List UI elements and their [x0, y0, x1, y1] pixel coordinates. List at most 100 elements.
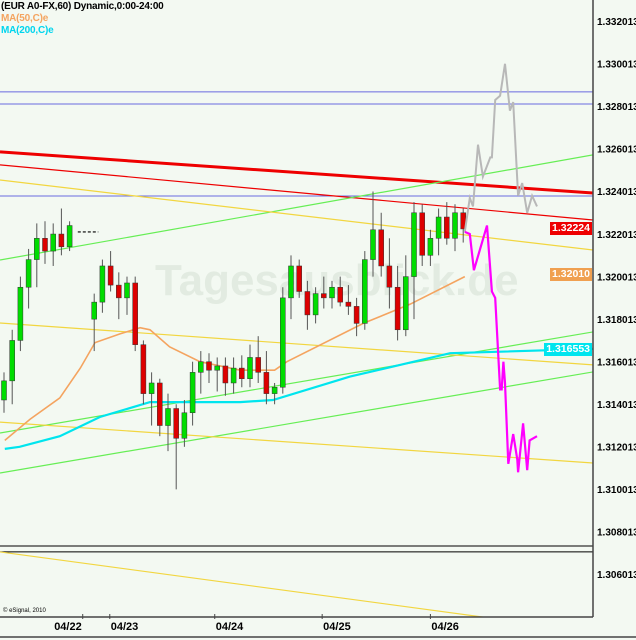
candle: [239, 355, 245, 388]
candle: [116, 272, 122, 320]
candle: [370, 191, 376, 277]
candle: [362, 251, 368, 330]
chart-title: (EUR A0-FX,60) Dynamic,0:00-24:00: [1, 1, 164, 12]
candle: [148, 372, 155, 426]
trendline: [0, 154, 593, 261]
y-tick-label: 1.318013: [597, 315, 636, 326]
candle: [321, 276, 327, 309]
candle-body: [140, 344, 147, 394]
candle: [263, 351, 270, 405]
candle-body: [329, 286, 335, 299]
trendline: [0, 179, 593, 251]
legend-ma200: MA(200,C)e: [1, 25, 54, 36]
candle: [1, 372, 7, 413]
y-tick-label: 1.306013: [597, 570, 636, 581]
candle: [99, 259, 106, 313]
candle-body: [452, 212, 458, 239]
candle-body: [214, 365, 220, 371]
candle-body: [9, 340, 15, 382]
candle-body: [321, 293, 327, 299]
candle: [222, 357, 229, 396]
candle-body: [296, 265, 302, 292]
candle-body: [34, 238, 40, 260]
candle-body: [42, 238, 48, 252]
candle: [255, 336, 261, 383]
candle: [411, 202, 417, 320]
candle: [353, 297, 360, 337]
y-tick-label: 1.320013: [597, 272, 636, 283]
candle-body: [198, 361, 204, 373]
candle: [140, 340, 147, 405]
candle-body: [1, 380, 7, 401]
candle-body: [58, 233, 65, 248]
candle-body: [353, 306, 360, 324]
candle-body: [157, 382, 163, 426]
candle: [66, 221, 73, 252]
candle-body: [247, 357, 253, 379]
candle-body: [386, 265, 393, 288]
candle-body: [362, 259, 368, 324]
x-tick-label: 04/26: [431, 621, 459, 633]
y-tick-label: 1.322013: [597, 230, 636, 241]
candle: [34, 223, 40, 288]
y-tick-label: 1.316013: [597, 357, 636, 368]
candle: [189, 361, 196, 426]
legend-ma50: MA(50,C)e: [1, 13, 49, 24]
candle-body: [239, 367, 245, 379]
candle: [271, 382, 278, 405]
trendline: [0, 551, 487, 617]
y-tick-label: 1.324013: [597, 187, 636, 198]
x-tick-label: 04/25: [323, 621, 351, 633]
ma50-line: [4, 275, 466, 442]
watermark: Tagesausblick.de: [155, 256, 519, 305]
y-tick-label: 1.312013: [597, 443, 636, 454]
trendline: [0, 150, 593, 195]
y-tick-label: 1.330013: [597, 60, 636, 71]
candle-body: [378, 229, 384, 267]
candle-body: [411, 212, 417, 277]
candle-body: [255, 357, 261, 373]
y-tick-label: 1.326013: [597, 145, 636, 156]
x-tick-label: 04/22: [54, 621, 82, 633]
y-tick-label: 1.332013: [597, 17, 636, 28]
y-tick-label: 1.314013: [597, 400, 636, 411]
candle: [288, 255, 294, 320]
candle-body: [189, 372, 196, 414]
y-tick-label: 1.308013: [597, 528, 636, 539]
candle: [107, 251, 114, 292]
candle: [337, 276, 343, 307]
trendline: [0, 164, 593, 221]
candle: [165, 393, 171, 452]
candle: [132, 276, 138, 352]
candle: [181, 400, 188, 447]
forecast-up-path: [463, 63, 538, 233]
price-tag: 1.32224: [550, 222, 592, 236]
candle: [206, 353, 212, 383]
candle-body: [17, 286, 24, 341]
candle-body: [165, 408, 171, 426]
forecast-down-path: [464, 225, 538, 473]
trendline: [0, 322, 593, 366]
candle-body: [222, 365, 229, 384]
candle-body: [148, 382, 155, 394]
candle-body: [66, 225, 73, 248]
candle: [435, 208, 442, 256]
candle: [419, 204, 425, 266]
candle: [312, 287, 319, 324]
candle: [427, 229, 434, 266]
candle: [280, 287, 286, 394]
candle: [173, 404, 179, 490]
candle-body: [116, 284, 122, 299]
candle: [329, 280, 335, 309]
candle-body: [337, 286, 343, 303]
candle: [9, 329, 15, 405]
trendline: [0, 331, 593, 434]
y-tick-label: 1.328013: [597, 102, 636, 113]
candle: [124, 276, 130, 315]
candle: [444, 202, 450, 245]
candle-body: [25, 259, 32, 288]
candle: [403, 255, 409, 337]
x-tick-label: 04/24: [216, 621, 244, 633]
candle: [50, 223, 56, 266]
